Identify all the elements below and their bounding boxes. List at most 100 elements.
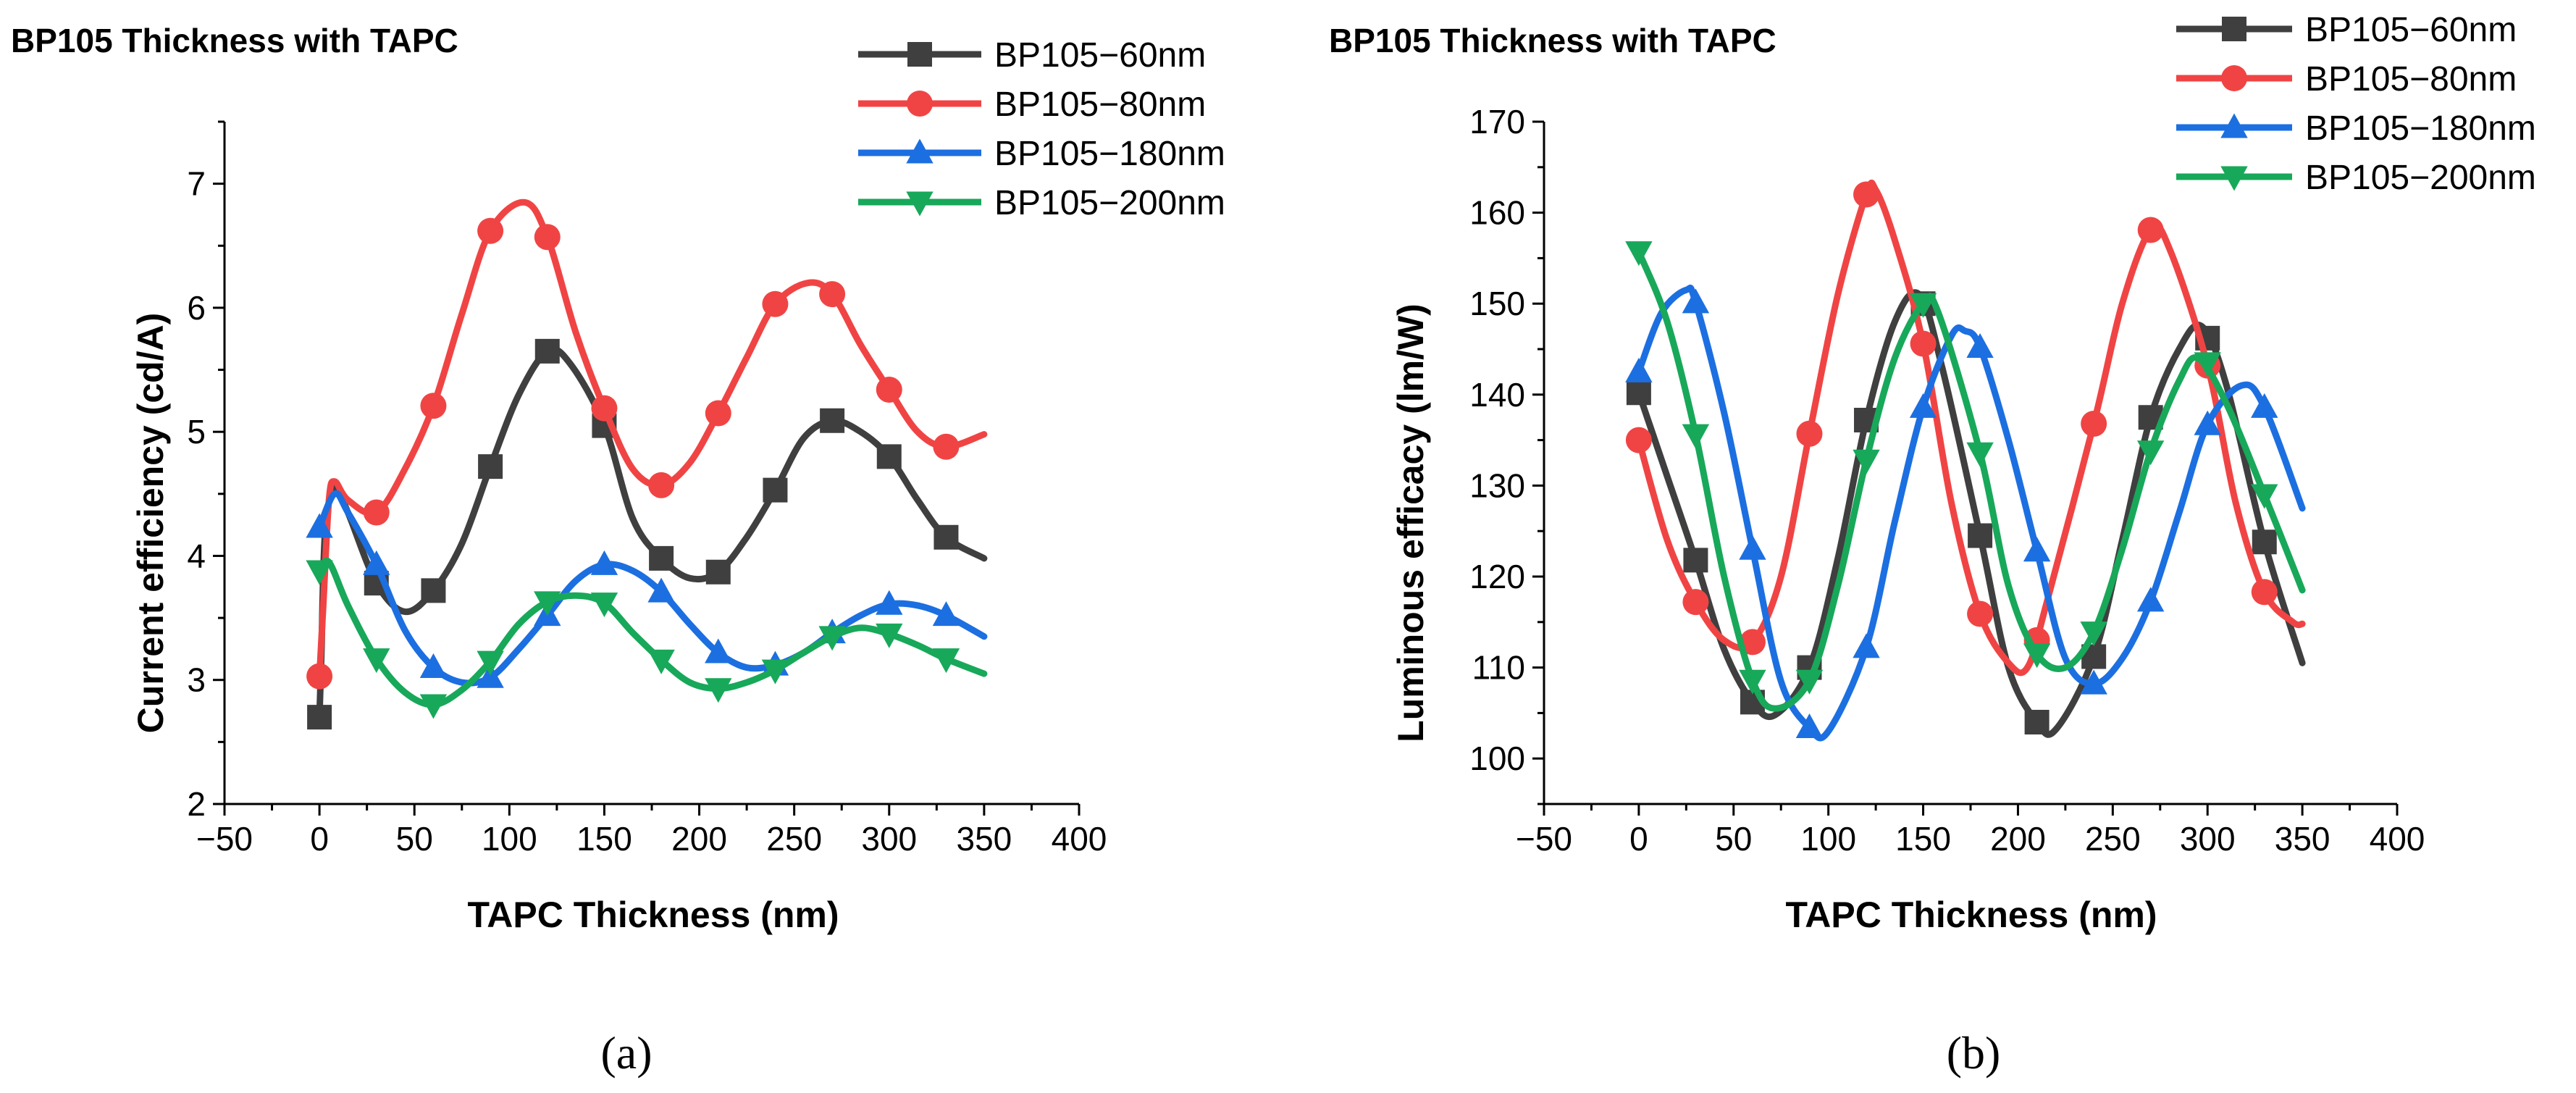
chart-b-series-line — [1635, 284, 2306, 742]
chart-a-y-tick-label: 2 — [187, 785, 206, 823]
chart-a-x-axis-label: TAPC Thickness (nm) — [467, 895, 839, 935]
chart-b-data-point — [1966, 442, 1994, 467]
chart-b-series-line — [1635, 248, 2306, 712]
chart-b-y-tick-label: 100 — [1469, 740, 1525, 777]
chart-a-y-tick-label: 7 — [187, 165, 206, 203]
chart-a-x-tick-label: 400 — [1052, 820, 1107, 858]
chart-a-data-point — [705, 678, 732, 703]
chart-b-data-point — [1739, 629, 1766, 656]
chart-a-title: BP105 Thickness with TAPC — [11, 22, 458, 59]
chart-a-data-point — [534, 338, 560, 364]
chart-b-data-point — [1796, 420, 1823, 447]
chart-a-data-point — [478, 454, 503, 480]
legend-label: BP105−80nm — [2305, 60, 2517, 99]
chart-a-plot-area: −50 0 50 100 150 200 250 300 350 400 2 3 4 5 6 7 — [187, 120, 1107, 858]
chart-b-data-point — [1683, 548, 1708, 573]
chart-b-data-point — [1625, 427, 1652, 453]
chart-a-data-point — [876, 623, 903, 648]
chart-a-x-tick-label: −50 — [196, 820, 253, 858]
chart-b-series-BP105-60nm — [1626, 289, 2306, 738]
chart-a-data-point — [306, 513, 333, 538]
chart-a-x-tick-label: 100 — [482, 820, 537, 858]
chart-b-series-BP105-180nm — [1625, 284, 2306, 742]
chart-b-x-tick-label: 200 — [1990, 820, 2046, 858]
chart-a-x-tick-label: 250 — [766, 820, 822, 858]
chart-b-x-tick-label: −50 — [1516, 820, 1572, 858]
chart-b-data-point — [1967, 600, 1994, 627]
chart-a-x-tick-label: 300 — [861, 820, 917, 858]
chart-b-data-point — [2136, 440, 2165, 466]
chart-a-x-tick-label: 50 — [396, 820, 433, 858]
chart-a-data-point — [421, 578, 446, 603]
legend-marker — [2220, 166, 2248, 191]
chart-a-series-BP105-80nm — [306, 198, 988, 690]
chart-b-data-point — [2080, 669, 2107, 695]
chart-a-data-point — [534, 591, 561, 616]
chart-a-data-point — [876, 444, 902, 469]
chart-a-x-tick-label: 0 — [310, 820, 329, 858]
chart-a-data-point — [705, 638, 732, 663]
chart-b-title: BP105 Thickness with TAPC — [1329, 22, 1776, 59]
chart-b-y-tick-label: 140 — [1469, 376, 1525, 414]
chart-a-legend: BP105−60nm BP105−80nm BP105−180nm BP105−200… — [858, 36, 1225, 222]
chart-a-series-BP105-180nm — [306, 490, 988, 688]
chart-b-data-point — [1909, 393, 1937, 418]
legend-label: BP105−80nm — [994, 85, 1206, 124]
chart-a-data-point — [763, 477, 788, 503]
legend-item: BP105−80nm — [2176, 60, 2517, 99]
chart-b-legend: BP105−60nm BP105−80nm BP105−180nm BP105−200… — [2176, 11, 2536, 197]
legend-marker — [2222, 17, 2246, 41]
chart-b-series-BP105-80nm — [1625, 179, 2306, 677]
chart-a-data-point — [534, 224, 561, 251]
legend-label: BP105−180nm — [2305, 109, 2536, 148]
chart-b-y-tick-label: 160 — [1469, 194, 1525, 232]
chart-a-x-tick-label: 200 — [671, 820, 727, 858]
chart-a-data-point — [820, 408, 845, 433]
chart-a-data-point — [761, 659, 789, 684]
chart-a-data-point — [647, 577, 675, 603]
chart-b-data-point — [2138, 405, 2163, 430]
chart-b-data-point — [2194, 352, 2221, 377]
chart-b-x-tick-label: 250 — [2085, 820, 2141, 858]
chart-b-data-point — [2137, 217, 2164, 243]
chart-b-x-axis-label: TAPC Thickness (nm) — [1785, 895, 2157, 935]
chart-a-series-BP105-200nm — [306, 557, 988, 719]
chart-b-data-point — [2023, 537, 2051, 562]
legend-label: BP105−60nm — [994, 36, 1206, 75]
panel-label-a: (a) — [600, 1027, 652, 1079]
chart-b-data-point — [1739, 535, 1766, 560]
chart-a-data-point — [363, 499, 390, 526]
chart-b-data-point — [2080, 621, 2107, 647]
chart-a-data-point — [818, 626, 846, 651]
chart-b-data-point — [1625, 357, 1653, 382]
legend-item: BP105−200nm — [2176, 159, 2536, 197]
chart-b-data-point — [2251, 484, 2278, 509]
chart-b-x-tick-label: 350 — [2275, 820, 2330, 858]
chart-a-data-point — [363, 648, 390, 674]
legend-marker — [2221, 65, 2247, 91]
chart-b-data-point — [1853, 181, 1880, 208]
legend-item: BP105−80nm — [858, 85, 1206, 124]
chart-b-data-point — [1682, 288, 1710, 314]
chart-b-data-point — [1795, 669, 1824, 695]
chart-a-data-point — [876, 590, 903, 615]
chart-a-data-point — [477, 663, 504, 688]
chart-b-data-point — [1909, 293, 1937, 318]
chart-b-data-point — [2081, 410, 2107, 437]
legend-marker — [906, 191, 934, 217]
chart-a-data-point — [932, 601, 960, 627]
chart-a-data-point — [934, 524, 959, 550]
legend-label: BP105−200nm — [994, 184, 1225, 222]
chart-a-y-tick-label: 5 — [187, 413, 206, 451]
legend-item: BP105−180nm — [2176, 109, 2536, 148]
chart-b-data-point — [2136, 587, 2165, 612]
chart-b-data-point — [2251, 393, 2278, 418]
chart-a-data-point — [932, 648, 960, 674]
chart-a-data-point — [306, 560, 333, 585]
legend-label: BP105−180nm — [994, 135, 1225, 173]
chart-a-data-point — [933, 433, 960, 460]
chart-a: BP105 Thickness with TAPC −50 0 50 100 150 20… — [11, 22, 1225, 1079]
chart-b-x-tick-label: 0 — [1629, 820, 1648, 858]
chart-a-series-line — [316, 346, 988, 721]
